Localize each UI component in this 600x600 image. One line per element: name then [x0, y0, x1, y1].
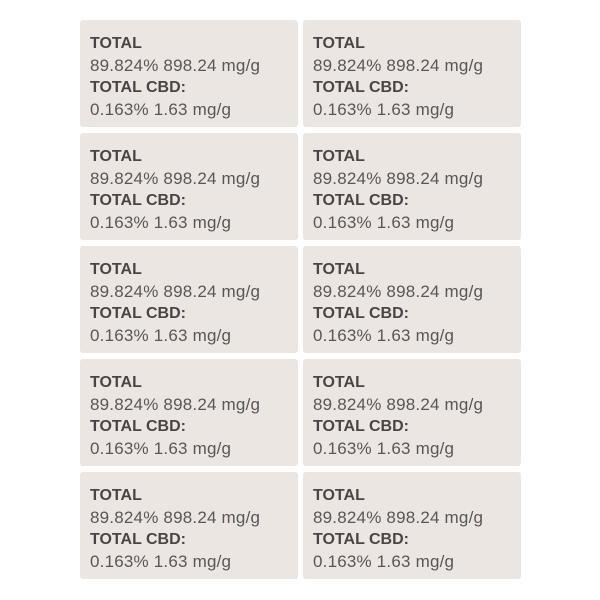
potency-label: TOTAL 89.824% 898.24 mg/g TOTAL CBD: 0.1… — [303, 20, 521, 127]
total-heading: TOTAL — [313, 487, 365, 504]
total-cbd-value: 0.163% 1.63 mg/g — [313, 213, 455, 232]
total-cbd-value: 0.163% 1.63 mg/g — [90, 439, 232, 458]
potency-label: TOTAL 89.824% 898.24 mg/g TOTAL CBD: 0.1… — [303, 133, 521, 240]
label-grid: TOTAL 89.824% 898.24 mg/g TOTAL CBD: 0.1… — [80, 20, 521, 580]
total-heading: TOTAL — [90, 35, 142, 52]
potency-label: TOTAL 89.824% 898.24 mg/g TOTAL CBD: 0.1… — [303, 472, 521, 579]
total-value: 89.824% 898.24 mg/g — [90, 395, 261, 414]
total-cbd-value: 0.163% 1.63 mg/g — [313, 439, 455, 458]
total-cbd-value: 0.163% 1.63 mg/g — [313, 326, 455, 345]
total-cbd-heading: TOTAL CBD: — [313, 418, 409, 435]
total-cbd-heading: TOTAL CBD: — [313, 305, 409, 322]
total-value: 89.824% 898.24 mg/g — [313, 282, 484, 301]
potency-label: TOTAL 89.824% 898.24 mg/g TOTAL CBD: 0.1… — [80, 359, 298, 466]
total-heading: TOTAL — [90, 261, 142, 278]
total-value: 89.824% 898.24 mg/g — [90, 282, 261, 301]
potency-label: TOTAL 89.824% 898.24 mg/g TOTAL CBD: 0.1… — [80, 472, 298, 579]
potency-label: TOTAL 89.824% 898.24 mg/g TOTAL CBD: 0.1… — [303, 359, 521, 466]
potency-label: TOTAL 89.824% 898.24 mg/g TOTAL CBD: 0.1… — [80, 20, 298, 127]
total-cbd-heading: TOTAL CBD: — [313, 79, 409, 96]
total-cbd-value: 0.163% 1.63 mg/g — [313, 552, 455, 571]
total-value: 89.824% 898.24 mg/g — [90, 508, 261, 527]
total-cbd-heading: TOTAL CBD: — [313, 192, 409, 209]
total-cbd-value: 0.163% 1.63 mg/g — [90, 326, 232, 345]
total-value: 89.824% 898.24 mg/g — [313, 56, 484, 75]
total-cbd-heading: TOTAL CBD: — [90, 79, 186, 96]
total-heading: TOTAL — [313, 148, 365, 165]
potency-label: TOTAL 89.824% 898.24 mg/g TOTAL CBD: 0.1… — [80, 133, 298, 240]
total-value: 89.824% 898.24 mg/g — [313, 508, 484, 527]
potency-label: TOTAL 89.824% 898.24 mg/g TOTAL CBD: 0.1… — [303, 246, 521, 353]
total-value: 89.824% 898.24 mg/g — [90, 56, 261, 75]
total-value: 89.824% 898.24 mg/g — [90, 169, 261, 188]
total-cbd-heading: TOTAL CBD: — [313, 531, 409, 548]
total-heading: TOTAL — [90, 148, 142, 165]
total-heading: TOTAL — [90, 374, 142, 391]
total-heading: TOTAL — [90, 487, 142, 504]
total-heading: TOTAL — [313, 374, 365, 391]
total-cbd-value: 0.163% 1.63 mg/g — [90, 100, 232, 119]
total-heading: TOTAL — [313, 35, 365, 52]
total-value: 89.824% 898.24 mg/g — [313, 169, 484, 188]
total-heading: TOTAL — [313, 261, 365, 278]
potency-label: TOTAL 89.824% 898.24 mg/g TOTAL CBD: 0.1… — [80, 246, 298, 353]
total-cbd-value: 0.163% 1.63 mg/g — [313, 100, 455, 119]
total-cbd-heading: TOTAL CBD: — [90, 305, 186, 322]
total-cbd-value: 0.163% 1.63 mg/g — [90, 552, 232, 571]
total-value: 89.824% 898.24 mg/g — [313, 395, 484, 414]
total-cbd-heading: TOTAL CBD: — [90, 192, 186, 209]
total-cbd-value: 0.163% 1.63 mg/g — [90, 213, 232, 232]
total-cbd-heading: TOTAL CBD: — [90, 531, 186, 548]
total-cbd-heading: TOTAL CBD: — [90, 418, 186, 435]
